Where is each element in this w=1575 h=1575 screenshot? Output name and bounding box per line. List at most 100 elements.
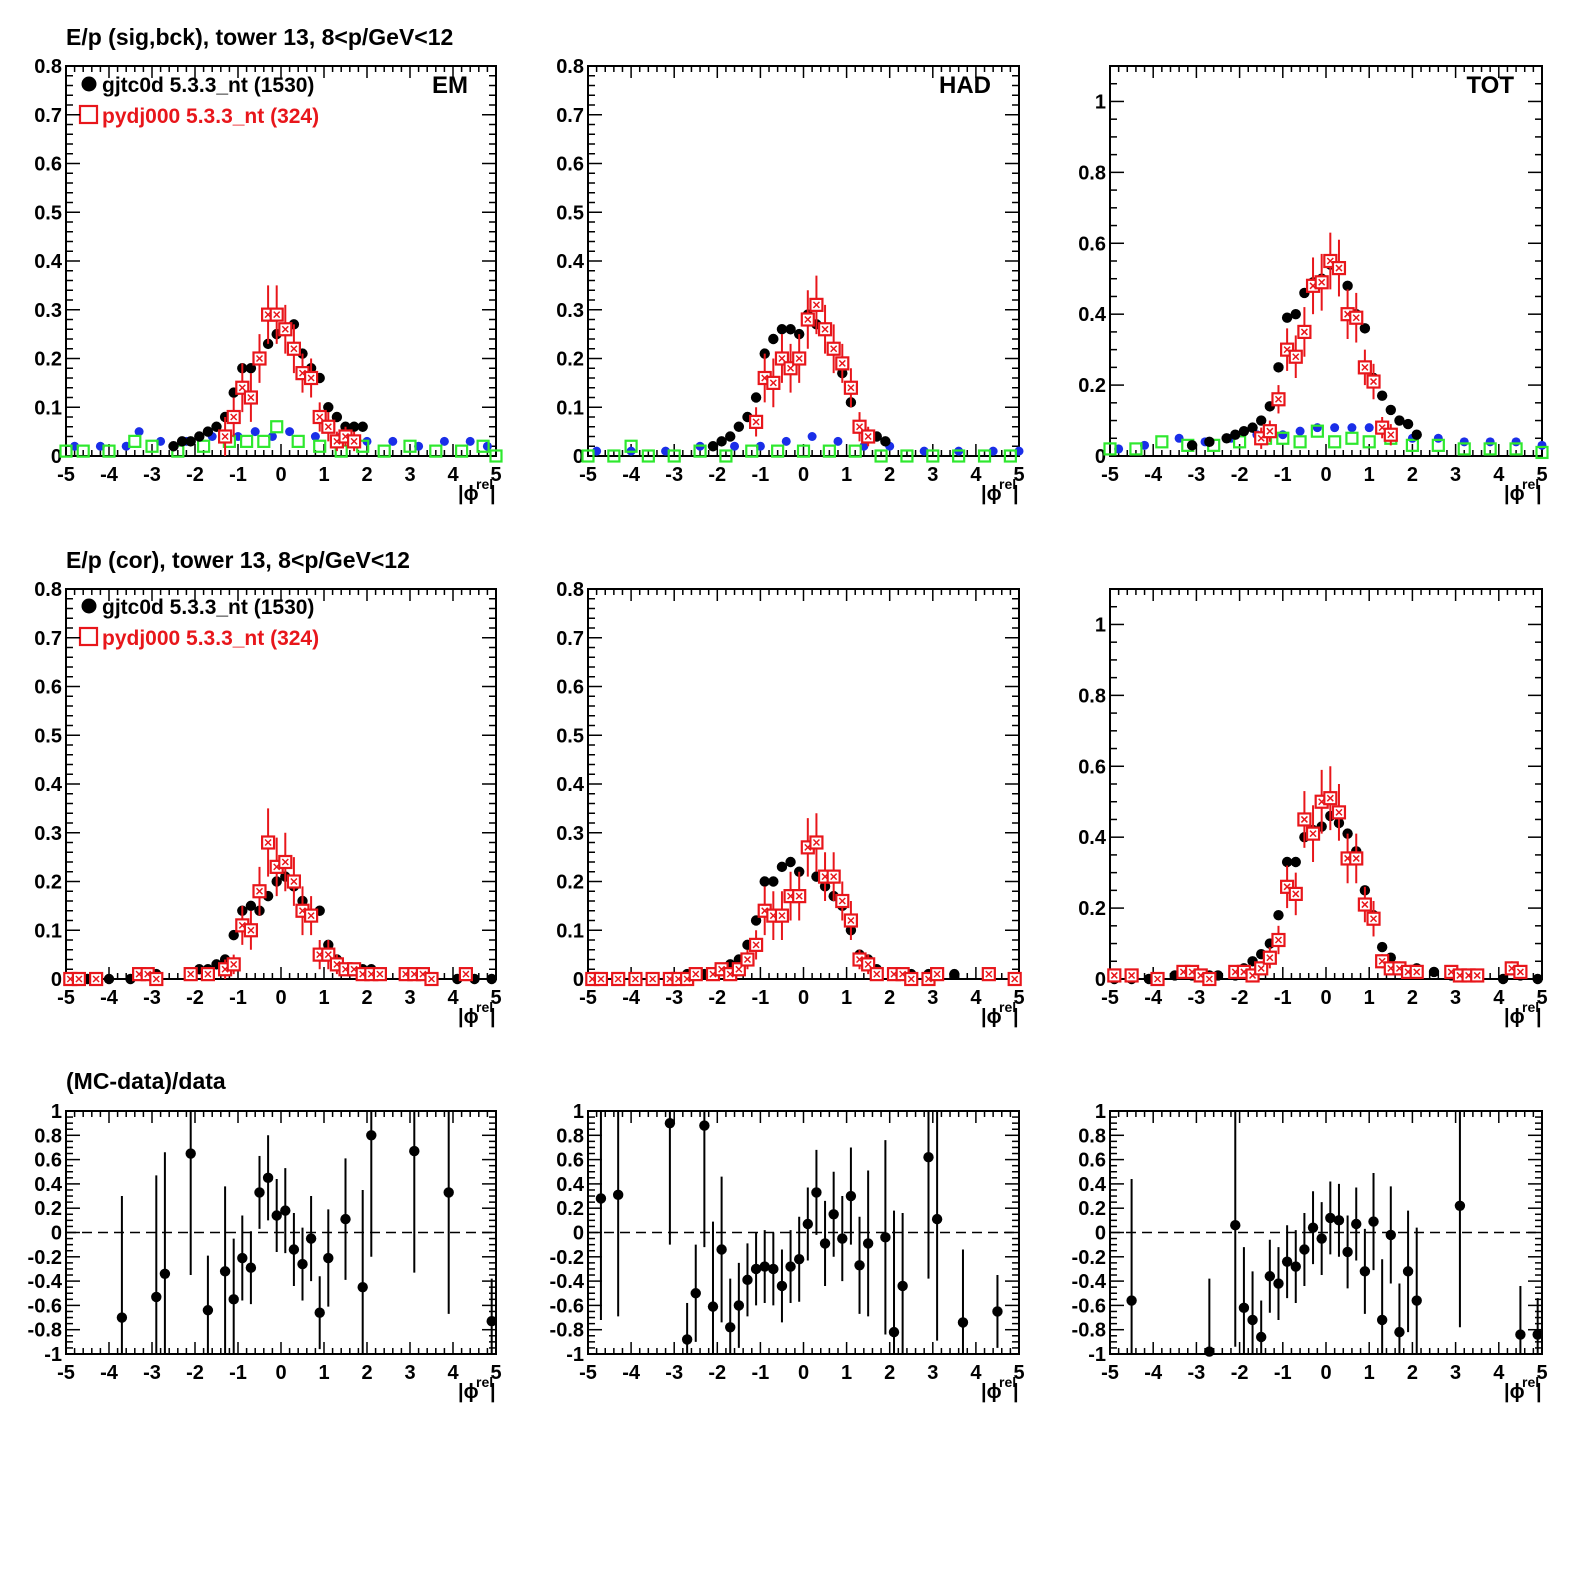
x-tick-label: -4	[622, 464, 641, 486]
x-tick-label: 1	[318, 464, 329, 486]
background-data-point	[388, 436, 398, 446]
data-point	[254, 1187, 265, 1198]
x-tick-label: -1	[752, 987, 770, 1009]
data-point	[1273, 362, 1284, 373]
y-tick-label: -0.8	[550, 1320, 584, 1342]
background-data-point	[439, 436, 449, 446]
x-tick-label: 2	[361, 464, 372, 486]
background-mc-point	[952, 449, 966, 463]
data-point	[1238, 1302, 1250, 1314]
data-point	[314, 1307, 325, 1318]
mc-point-cross	[230, 413, 238, 421]
data-point	[486, 973, 497, 985]
data-point	[716, 1244, 727, 1255]
y-tick-label: 0.5	[556, 202, 584, 224]
background-mc-point	[900, 449, 914, 463]
y-tick-label: 0.8	[34, 579, 62, 601]
data-point	[1281, 1256, 1293, 1267]
x-tick-label: -2	[1231, 1362, 1249, 1384]
mc-point-cross	[1205, 975, 1213, 983]
mc-point-cross	[324, 951, 332, 959]
mc-point-cross	[1352, 314, 1360, 322]
mc-point-cross	[1335, 264, 1343, 272]
panel-label: TOT	[1466, 72, 1514, 99]
y-tick-label: 0.7	[556, 628, 584, 650]
x-tick-label: 5	[1536, 987, 1547, 1009]
y-tick-label: 0.4	[34, 251, 63, 273]
x-axis-title: |ϕ	[458, 483, 479, 505]
background-mc-point	[476, 439, 490, 453]
mc-point-cross	[290, 877, 298, 886]
x-tick-label: -4	[100, 1362, 119, 1384]
x-tick-label: 4	[447, 987, 459, 1009]
data-point	[1376, 941, 1388, 953]
data-point	[1515, 1329, 1526, 1340]
mc-point-cross	[204, 970, 212, 978]
data-point	[681, 1334, 693, 1345]
x-axis-title-close: |	[490, 483, 496, 505]
background-mc-point	[624, 439, 638, 453]
x-axis-title-sup: rel	[476, 999, 493, 1015]
x-tick-label: 1	[841, 1362, 852, 1384]
x-tick-label: 1	[1364, 1362, 1375, 1384]
background-mc-point	[1457, 442, 1471, 456]
y-tick-label: 0	[51, 446, 62, 468]
y-tick-label: 0.7	[34, 105, 62, 127]
y-tick-label: 0.4	[34, 774, 63, 796]
y-tick-label: 0.1	[34, 920, 62, 942]
mc-point-cross	[1352, 854, 1360, 862]
data-point	[750, 1263, 762, 1275]
data-point	[1247, 422, 1258, 433]
background-mc-point	[693, 444, 707, 458]
data-point	[228, 1294, 239, 1305]
mc-point-cross	[1300, 328, 1308, 336]
background-mc-point	[641, 449, 655, 463]
background-mc-point	[977, 449, 992, 463]
mc-point-cross	[238, 384, 246, 392]
x-tick-label: 0	[275, 987, 286, 1009]
mc-point-cross	[427, 975, 436, 983]
x-axis-title: |ϕ	[1504, 1381, 1525, 1403]
x-tick-label: -5	[1101, 987, 1119, 1009]
data-point	[1299, 1244, 1310, 1255]
x-tick-label: 0	[1320, 987, 1331, 1009]
x-tick-label: -4	[622, 1362, 641, 1384]
mc-point-cross	[1318, 278, 1326, 286]
x-tick-label: 1	[318, 987, 329, 1009]
x-tick-label: -2	[1231, 987, 1249, 1009]
panel-9: -5 -4 -3 -2 -1 0 1 2 3 4 5-1-0.8-0.6-0.4-0.200.20.…	[1072, 1101, 1548, 1403]
data-point	[1230, 1220, 1241, 1231]
background-data-point	[250, 427, 260, 437]
y-tick-label: -0.6	[28, 1295, 62, 1317]
panel-2: -5 -4 -3 -2 -1 0 1 2 3 4 5 0 0.1 0.2 0.3 0.4 0.5 0.6 0.7 0.…	[556, 56, 1024, 505]
data-point	[1230, 429, 1241, 440]
mc-point-cross	[743, 955, 752, 964]
mc-point-cross	[1283, 883, 1291, 891]
x-tick-label: 0	[1320, 1362, 1331, 1384]
x-tick-label: -1	[1274, 1362, 1292, 1384]
y-tick-label: 0.6	[1078, 756, 1106, 778]
background-mc-point	[489, 449, 503, 463]
mc-point-cross	[1128, 971, 1136, 979]
y-tick-label: 0.2	[34, 1198, 62, 1220]
y-tick-label: 0.8	[556, 579, 584, 601]
axis-frame	[587, 65, 1020, 457]
background-data-point	[1459, 437, 1469, 447]
x-tick-label: 0	[798, 1362, 809, 1384]
data-point	[862, 1238, 874, 1249]
data-point	[733, 421, 745, 432]
x-axis-title-close: |	[1013, 483, 1019, 505]
mc-point-cross	[985, 970, 993, 978]
mc-point-cross	[838, 897, 846, 905]
data-point	[1342, 280, 1353, 292]
y-tick-label: -0.8	[28, 1320, 62, 1342]
y-tick-label: 0.8	[1078, 1125, 1106, 1147]
background-mc-point	[377, 444, 391, 458]
data-point	[716, 436, 727, 447]
data-point	[151, 1291, 162, 1303]
x-tick-label: -3	[1188, 987, 1206, 1009]
legend-mc-label: pydj000 5.3.3_nt (324)	[102, 627, 319, 650]
y-tick-label: 0.8	[34, 56, 62, 78]
x-tick-label: 3	[927, 1362, 938, 1384]
